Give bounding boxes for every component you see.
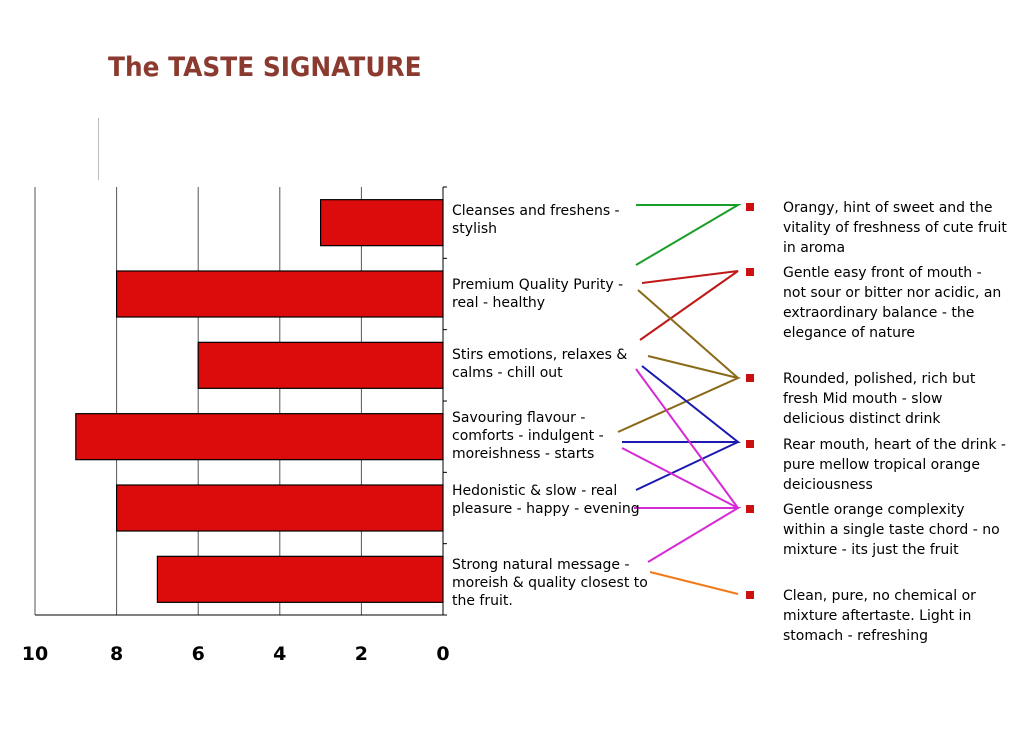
square-bullet-icon <box>746 203 754 211</box>
connector-line <box>635 204 742 266</box>
connector-line <box>639 270 739 341</box>
x-tick-label: 8 <box>110 643 123 665</box>
square-bullet-icon <box>746 268 754 276</box>
axis-layer <box>35 186 447 616</box>
bar <box>320 199 444 247</box>
square-bullet-icon <box>746 591 754 599</box>
list-item: Rounded, polished, rich but fresh Mid mo… <box>746 369 1016 429</box>
bar <box>115 270 444 318</box>
category-label: Savouring flavour - comforts - indulgent… <box>452 410 604 462</box>
square-bullet-icon <box>746 374 754 382</box>
connector-line <box>622 365 741 491</box>
bar <box>156 555 444 603</box>
slide-title: The TASTE SIGNATURE <box>108 52 422 83</box>
x-tick-label: 2 <box>355 643 368 665</box>
tick-labels: 10 8 6 4 2 0 <box>22 643 450 665</box>
note-text: Gentle orange complexity within a single… <box>783 502 1000 558</box>
category-label: Strong natural message - moreish & quali… <box>452 557 648 609</box>
connector-lines <box>617 204 742 595</box>
list-item: Gentle easy front of mouth - not sour or… <box>746 263 1016 343</box>
square-bullet-icon <box>746 440 754 448</box>
list-item: Clean, pure, no chemical or mixture afte… <box>746 586 1016 646</box>
square-bullet-icon <box>746 505 754 513</box>
x-tick-label: 6 <box>192 643 205 665</box>
grid-layer <box>34 187 362 615</box>
note-text: Orangy, hint of sweet and the vitality o… <box>783 200 1007 256</box>
bar <box>75 413 444 461</box>
note-text: Clean, pure, no chemical or mixture afte… <box>783 588 976 644</box>
note-text: Rear mouth, heart of the drink - pure me… <box>783 437 1006 493</box>
category-label: Stirs emotions, relaxes & calms - chill … <box>452 347 628 381</box>
category-label: Cleanses and freshens - stylish <box>452 203 620 237</box>
x-tick-label: 10 <box>22 643 48 665</box>
bar <box>197 341 444 389</box>
bar <box>115 484 444 532</box>
note-text: Rounded, polished, rich but fresh Mid mo… <box>783 371 976 427</box>
divider-line <box>98 118 99 180</box>
category-label: Premium Quality Purity - real - healthy <box>452 277 624 311</box>
list-item: Orangy, hint of sweet and the vitality o… <box>746 198 1016 258</box>
bars-layer <box>75 199 444 603</box>
connector-line <box>617 289 742 433</box>
note-text: Gentle easy front of mouth - not sour or… <box>783 265 1002 341</box>
x-tick-label: 4 <box>273 643 286 665</box>
list-item: Gentle orange complexity within a single… <box>746 500 1016 560</box>
connector-line <box>649 571 739 595</box>
x-tick-label: 0 <box>436 643 449 665</box>
connector-line <box>621 368 742 563</box>
category-label: Hedonistic & slow - real pleasure - happ… <box>452 483 640 517</box>
list-item: Rear mouth, heart of the drink - pure me… <box>746 435 1016 495</box>
